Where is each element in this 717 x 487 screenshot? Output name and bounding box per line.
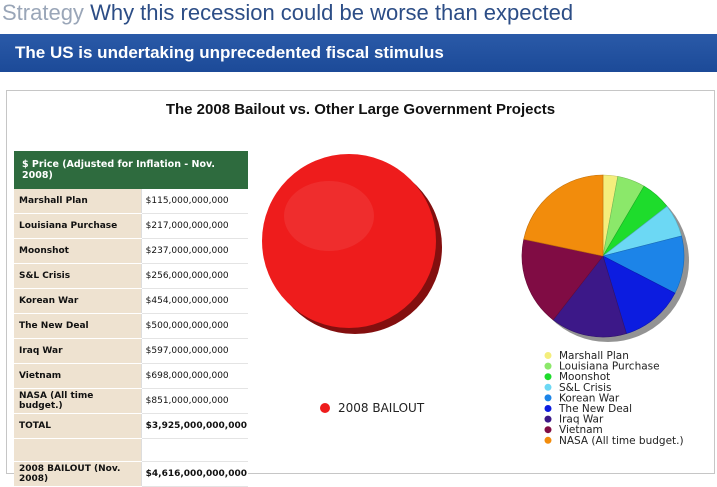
row-value: $597,000,000,000 xyxy=(140,338,248,364)
banner: The US is undertaking unprecedented fisc… xyxy=(0,34,717,72)
row-value: $454,000,000,000 xyxy=(140,288,248,314)
legend-swatch xyxy=(544,436,552,444)
legend-label: Moonshot xyxy=(559,371,610,383)
row-label: Korean War xyxy=(14,288,142,314)
spacer-cell xyxy=(14,438,142,462)
pie-slice xyxy=(552,255,627,338)
table-body: Marshall Plan $115,000,000,000 Louisiana P… xyxy=(14,189,248,487)
table-row: Vietnam $698,000,000,000 xyxy=(14,363,248,389)
legend-swatch xyxy=(544,373,552,381)
bailout-legend-swatch xyxy=(320,403,330,413)
row-label: Vietnam xyxy=(14,363,142,389)
chart-panel: The 2008 Bailout vs. Other Large Governm… xyxy=(6,90,715,487)
legend-label: S&L Crisis xyxy=(559,382,611,394)
table-row-spacer xyxy=(14,438,248,462)
header-prefix: Strategy xyxy=(2,0,84,25)
pie-slice xyxy=(521,238,604,321)
row-value: $256,000,000,000 xyxy=(140,263,248,289)
table-row: Moonshot $237,000,000,000 xyxy=(14,238,248,264)
table-row-total: TOTAL $3,925,000,000,000 xyxy=(14,413,248,439)
table-heading: $ Price (Adjusted for Inflation - Nov. 2… xyxy=(14,151,248,189)
pie-slice xyxy=(523,174,604,257)
legend-label: Vietnam xyxy=(559,424,603,436)
table-row: The New Deal $500,000,000,000 xyxy=(14,313,248,339)
legend-swatch xyxy=(544,383,552,391)
legend-swatch xyxy=(544,352,552,359)
row-label: NASA (All time budget.) xyxy=(14,388,142,414)
table-row: Louisiana Purchase $217,000,000,000 xyxy=(14,213,248,239)
page-header: Strategy Why this recession could be wor… xyxy=(2,0,573,28)
chart-title: The 2008 Bailout vs. Other Large Governm… xyxy=(165,101,556,118)
legend-label: The New Deal xyxy=(558,403,632,415)
row-label: Moonshot xyxy=(14,238,142,264)
bailout-pie-highlight xyxy=(284,181,374,251)
legend-label: Korean War xyxy=(559,392,620,404)
table-row: S&L Crisis $256,000,000,000 xyxy=(14,263,248,289)
row-value: $500,000,000,000 xyxy=(140,313,248,339)
legend-swatch xyxy=(544,405,552,412)
legend-label: Marshall Plan xyxy=(559,350,629,362)
total-label: TOTAL xyxy=(14,413,142,439)
row-label: The New Deal xyxy=(14,313,142,339)
pie-slice xyxy=(602,255,676,334)
table-row: NASA (All time budget.) $851,000,000,000 xyxy=(14,388,248,414)
header-title: Why this recession could be worse than e… xyxy=(90,0,574,25)
legend-swatch xyxy=(544,415,552,423)
row-value: $115,000,000,000 xyxy=(140,189,248,214)
table-row: Iraq War $597,000,000,000 xyxy=(14,338,248,364)
legend-label: Iraq War xyxy=(559,414,604,426)
legend-swatch xyxy=(544,394,552,402)
row-value: $851,000,000,000 xyxy=(140,388,248,414)
row-label: Marshall Plan xyxy=(14,189,142,214)
legend-swatch xyxy=(544,362,552,370)
bailout-pie-slice xyxy=(262,154,436,328)
legend-label: NASA (All time budget.) xyxy=(559,435,684,447)
row-label: S&L Crisis xyxy=(14,263,142,289)
table-row: Marshall Plan $115,000,000,000 xyxy=(14,189,248,214)
bailout-legend-label: 2008 BAILOUT xyxy=(338,401,425,415)
row-value: $698,000,000,000 xyxy=(140,363,248,389)
row-value: $237,000,000,000 xyxy=(140,238,248,264)
legend-swatch xyxy=(544,426,552,434)
banner-text: The US is undertaking unprecedented fisc… xyxy=(15,43,444,62)
spacer-cell xyxy=(140,438,248,462)
row-value: $217,000,000,000 xyxy=(140,213,248,239)
price-table: $ Price (Adjusted for Inflation - Nov. 2… xyxy=(14,151,248,487)
row-label: Iraq War xyxy=(14,338,142,364)
row-label: Louisiana Purchase xyxy=(14,213,142,239)
total-value: $3,925,000,000,000 xyxy=(140,413,248,439)
legend-label: Louisiana Purchase xyxy=(559,361,660,373)
table-row: Korean War $454,000,000,000 xyxy=(14,288,248,314)
